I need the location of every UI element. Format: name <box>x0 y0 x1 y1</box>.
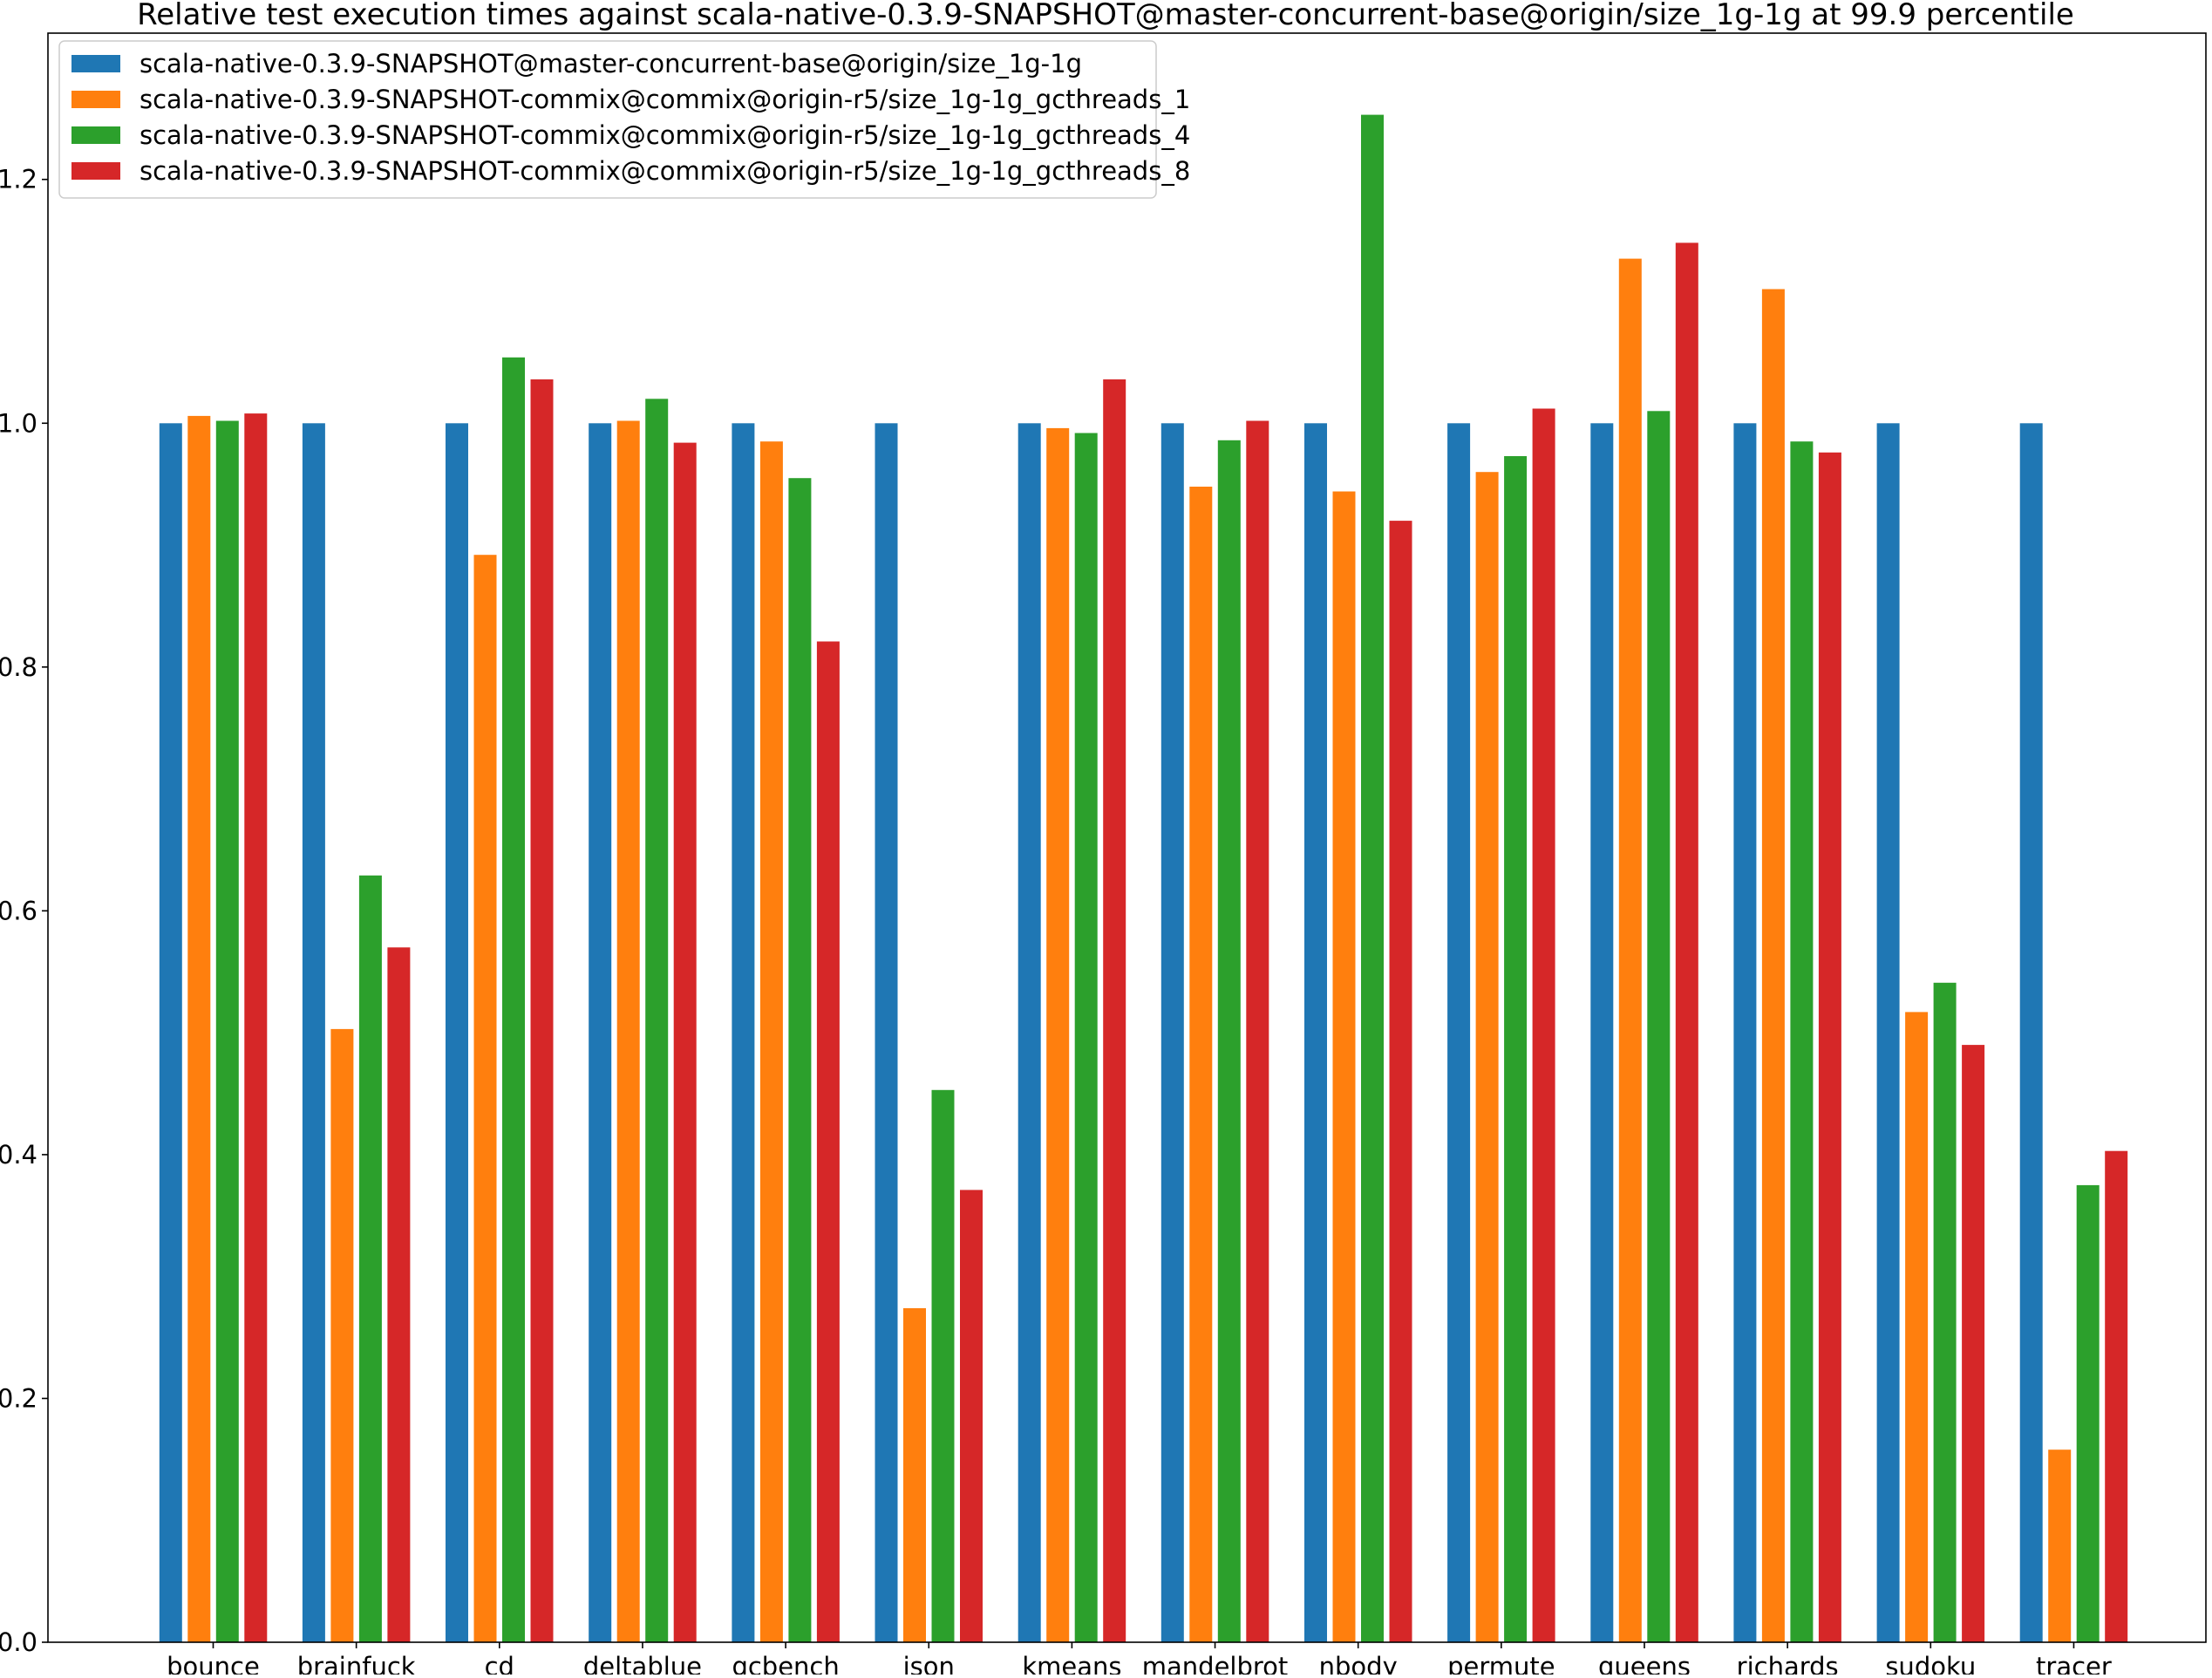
x-tick-label-bounce: bounce <box>167 1652 260 1675</box>
bar-richards-series-1 <box>1733 423 1757 1642</box>
bar-nbody-series-2 <box>1332 491 1356 1642</box>
bar-bounce-series-2 <box>187 415 211 1642</box>
bar-queens-series-1 <box>1590 423 1614 1642</box>
x-tick-label-kmeans: kmeans <box>1022 1652 1121 1675</box>
bar-bounce-series-4 <box>244 413 268 1643</box>
bar-sudoku-series-3 <box>1933 982 1957 1642</box>
x-tick-label-tracer: tracer <box>2036 1652 2112 1675</box>
bar-cd-series-2 <box>473 555 497 1643</box>
bar-richards-series-3 <box>1790 441 1814 1643</box>
x-tick-label-permute: permute <box>1447 1652 1555 1675</box>
bar-gcbench-series-3 <box>788 478 812 1643</box>
bar-gcbench-series-4 <box>816 641 840 1642</box>
bar-permute-series-1 <box>1447 423 1471 1642</box>
x-tick-label-nbody: nbody <box>1319 1652 1398 1675</box>
bar-mandelbrot-series-2 <box>1189 487 1213 1642</box>
bar-nbody-series-1 <box>1304 423 1327 1642</box>
x-tick-label-gcbench: gcbench <box>732 1652 839 1675</box>
bar-permute-series-3 <box>1504 456 1528 1642</box>
bar-sudoku-series-4 <box>1962 1045 1985 1642</box>
x-tick-label-sudoku: sudoku <box>1885 1652 1976 1675</box>
plot-frame <box>47 32 2207 1643</box>
bar-deltablue-series-1 <box>589 423 612 1642</box>
y-tick-label: 0.6 <box>0 896 37 925</box>
legend-label-3: scala-native-0.3.9-SNAPSHOT-commix@commi… <box>140 120 1190 150</box>
bar-bounce-series-1 <box>159 423 182 1642</box>
bar-permute-series-4 <box>1532 408 1555 1642</box>
bar-richards-series-2 <box>1761 289 1785 1642</box>
bar-nbody-series-4 <box>1389 521 1412 1642</box>
bar-richards-series-4 <box>1818 452 1841 1642</box>
bar-json-series-2 <box>903 1308 926 1642</box>
bar-tracer-series-4 <box>2105 1150 2128 1642</box>
bar-tracer-series-3 <box>2076 1184 2100 1642</box>
y-tick-label: 1.2 <box>0 165 37 194</box>
y-tick-label: 1.0 <box>0 408 37 438</box>
bar-kmeans-series-1 <box>1018 423 1041 1642</box>
legend-swatch-2 <box>71 91 120 108</box>
bar-deltablue-series-4 <box>673 442 697 1643</box>
bar-sudoku-series-1 <box>1876 423 1900 1642</box>
x-tick-label-queens: queens <box>1598 1652 1691 1675</box>
bar-deltablue-series-2 <box>616 420 640 1642</box>
legend-swatch-4 <box>71 162 120 180</box>
bar-sudoku-series-2 <box>1905 1012 1929 1642</box>
x-tick-label-json: json <box>902 1652 955 1675</box>
legend-label-1: scala-native-0.3.9-SNAPSHOT@master-concu… <box>140 49 1082 78</box>
legend-swatch-1 <box>71 55 120 72</box>
legend: scala-native-0.3.9-SNAPSHOT@master-concu… <box>58 40 1190 199</box>
bar-kmeans-series-2 <box>1046 427 1070 1642</box>
y-tick-label: 0.2 <box>0 1383 37 1413</box>
legend-label-4: scala-native-0.3.9-SNAPSHOT-commix@commi… <box>140 156 1190 186</box>
bar-queens-series-4 <box>1675 242 1698 1642</box>
bar-gcbench-series-1 <box>732 423 755 1642</box>
bar-json-series-3 <box>931 1089 955 1642</box>
bar-queens-series-3 <box>1647 411 1671 1642</box>
bar-bounce-series-3 <box>215 420 239 1642</box>
bar-cd-series-3 <box>502 357 525 1642</box>
y-tick-label: 0.8 <box>0 652 37 682</box>
bar-kmeans-series-3 <box>1074 433 1098 1642</box>
bar-mandelbrot-series-4 <box>1246 420 1269 1642</box>
bar-deltablue-series-3 <box>645 399 669 1642</box>
bar-kmeans-series-4 <box>1103 379 1126 1642</box>
axes-layer: 0.0 0.2 0.4 0.6 0.8 1.0 1.2 bounce brainfuck cd de… <box>0 32 2207 1678</box>
bars-layer <box>159 114 2128 1643</box>
legend-box <box>58 40 1157 199</box>
bar-tracer-series-2 <box>2048 1449 2072 1642</box>
bar-gcbench-series-2 <box>759 441 783 1643</box>
bar-permute-series-2 <box>1475 472 1499 1643</box>
legend-swatch-3 <box>71 126 120 144</box>
bar-mandelbrot-series-1 <box>1160 423 1184 1642</box>
bar-cd-series-4 <box>530 379 554 1642</box>
bar-queens-series-2 <box>1618 258 1642 1643</box>
y-tick-label: 0.4 <box>0 1140 37 1170</box>
x-tick-label-richards: richards <box>1737 1652 1839 1675</box>
legend-label-2: scala-native-0.3.9-SNAPSHOT-commix@commi… <box>140 85 1190 114</box>
bar-brainfuck-series-4 <box>387 947 411 1642</box>
x-tick-label-mandelbrot: mandelbrot <box>1142 1652 1289 1675</box>
bar-nbody-series-3 <box>1361 114 1384 1643</box>
bar-cd-series-1 <box>446 423 468 1642</box>
bar-brainfuck-series-1 <box>302 423 325 1642</box>
bar-json-series-1 <box>875 423 898 1642</box>
y-tick-label: 0.0 <box>0 1627 37 1657</box>
x-tick-label-deltablue: deltablue <box>583 1652 702 1675</box>
bar-brainfuck-series-2 <box>330 1028 354 1642</box>
bar-tracer-series-1 <box>2019 423 2043 1642</box>
chart-title: Relative test execution times against sc… <box>137 0 2074 32</box>
bar-json-series-4 <box>960 1190 983 1642</box>
bar-brainfuck-series-3 <box>358 875 382 1642</box>
x-tick-label-cd: cd <box>485 1652 514 1675</box>
x-tick-label-brainfuck: brainfuck <box>297 1652 416 1675</box>
bar-mandelbrot-series-3 <box>1217 440 1241 1642</box>
